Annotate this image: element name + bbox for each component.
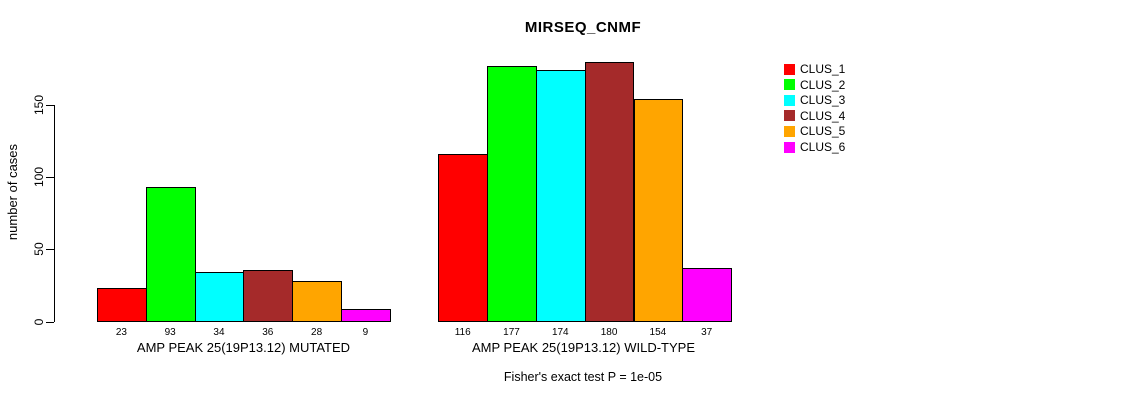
bar-clus_5-group2 — [633, 99, 684, 322]
y-axis-tick — [46, 321, 54, 323]
legend-label: CLUS_1 — [800, 62, 846, 76]
legend-item-clus_3: CLUS_3 — [784, 94, 845, 106]
y-axis-tick — [46, 249, 54, 251]
bar-value-label: 28 — [311, 327, 323, 338]
bar-clus_1-group2 — [438, 154, 489, 322]
legend-swatch-icon — [784, 141, 795, 153]
legend-label: CLUS_3 — [800, 93, 846, 108]
legend-label: CLUS_4 — [800, 108, 846, 123]
bar-value-label: 36 — [262, 327, 274, 338]
legend-label: CLUS_5 — [800, 124, 846, 139]
bar-clus_3-group2 — [535, 70, 586, 322]
x-group-label-wildtype: AMP PEAK 25(19P13.12) WILD-TYPE — [471, 340, 696, 355]
bar-clus_4-group1 — [243, 269, 294, 322]
legend-swatch-icon — [784, 94, 795, 106]
y-axis-line — [54, 105, 55, 323]
bar-clus_1-group1 — [97, 288, 147, 322]
chart-subtitle: Fisher's exact test P = 1e-05 — [503, 370, 663, 384]
bar-clus_3-group1 — [194, 272, 245, 322]
bar-clus_6-group1 — [341, 308, 391, 322]
y-axis-tick — [46, 105, 54, 107]
legend-item-clus_4: CLUS_4 — [784, 110, 845, 122]
legend-item-clus_5: CLUS_5 — [784, 125, 845, 137]
y-axis-tick-label: 0 — [32, 318, 46, 325]
bar-clus_6-group2 — [682, 268, 733, 322]
legend-swatch-icon — [784, 125, 795, 137]
y-axis-tick-label: 150 — [32, 95, 46, 116]
legend-swatch-icon — [784, 110, 795, 122]
chart-title: MIRSEQ_CNMF — [524, 19, 642, 36]
bar-value-label: 180 — [600, 327, 618, 338]
bar-value-label: 9 — [362, 327, 369, 338]
legend-item-clus_2: CLUS_2 — [784, 79, 845, 91]
legend-item-clus_1: CLUS_1 — [784, 63, 845, 75]
y-axis-label: number of cases — [5, 143, 20, 241]
bar-clus_4-group2 — [584, 61, 635, 322]
bar-value-label: 177 — [503, 327, 520, 338]
legend-label: CLUS_6 — [800, 140, 846, 154]
bar-value-label: 23 — [115, 327, 127, 338]
y-axis-tick-label: 100 — [32, 167, 46, 188]
bar-value-label: 174 — [551, 327, 569, 338]
bar-value-label: 93 — [164, 327, 176, 338]
legend-label: CLUS_2 — [800, 77, 846, 92]
bar-value-label: 37 — [701, 327, 713, 338]
bar-clus_2-group2 — [487, 66, 537, 322]
bar-clus_5-group1 — [292, 281, 342, 322]
bar-value-label: 154 — [649, 327, 667, 338]
legend-swatch-icon — [784, 79, 795, 91]
y-axis-tick — [46, 177, 54, 179]
bar-value-label: 116 — [454, 327, 471, 338]
x-group-label-mutated: AMP PEAK 25(19P13.12) MUTATED — [136, 340, 351, 355]
bar-clus_2-group1 — [145, 187, 196, 322]
legend-item-clus_6: CLUS_6 — [784, 141, 845, 153]
legend-swatch-icon — [784, 63, 795, 75]
bar-value-label: 34 — [213, 327, 225, 338]
y-axis-tick-label: 50 — [32, 242, 46, 257]
